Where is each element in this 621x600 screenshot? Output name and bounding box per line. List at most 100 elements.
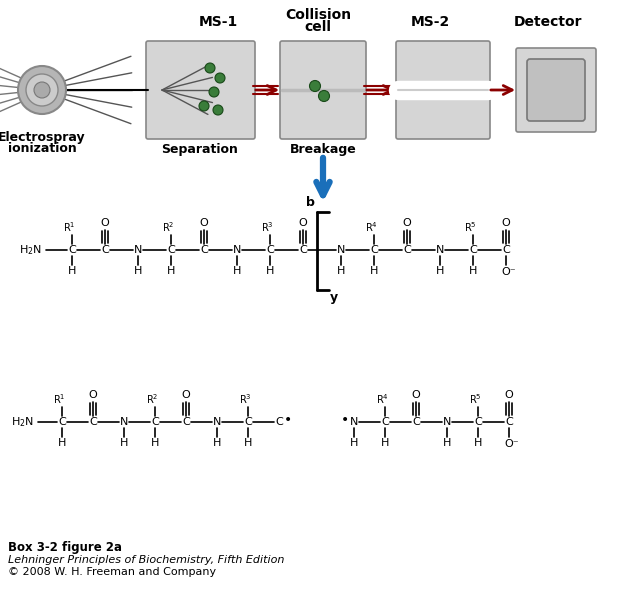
Text: O⁻: O⁻ [502,267,516,277]
Circle shape [199,101,209,111]
Text: MS-2: MS-2 [410,15,450,29]
Text: H: H [381,438,389,448]
Text: O: O [199,218,209,228]
Text: N: N [436,245,444,255]
Text: C: C [370,245,378,255]
Circle shape [215,73,225,83]
Text: Electrospray: Electrospray [0,131,86,145]
Text: H: H [266,266,274,276]
Text: H: H [213,438,221,448]
Text: C: C [474,417,482,427]
Text: H: H [167,266,175,276]
Text: cell: cell [304,20,332,34]
Text: C: C [412,417,420,427]
Text: Breakage: Breakage [289,143,356,157]
Text: H: H [469,266,477,276]
Text: H: H [151,438,159,448]
Text: H: H [233,266,241,276]
Text: R$^1$: R$^1$ [63,220,75,234]
Text: R$^4$: R$^4$ [365,220,378,234]
Text: C: C [200,245,208,255]
Circle shape [213,105,223,115]
Text: O: O [89,390,97,400]
Circle shape [34,82,50,98]
Text: Detector: Detector [514,15,582,29]
Text: N: N [120,417,128,427]
Text: N: N [213,417,221,427]
Text: Box 3-2 figure 2a: Box 3-2 figure 2a [8,541,122,554]
Text: C: C [101,245,109,255]
Text: R$^5$: R$^5$ [469,392,481,406]
Text: C: C [244,417,252,427]
Text: C: C [167,245,175,255]
Text: O: O [502,218,510,228]
FancyBboxPatch shape [516,48,596,132]
Text: C: C [505,417,513,427]
Text: N: N [134,245,142,255]
Text: O: O [412,390,420,400]
Text: ionization: ionization [7,142,76,155]
Text: H: H [58,438,66,448]
Text: R$^5$: R$^5$ [464,220,476,234]
Text: O: O [101,218,109,228]
Text: Collision: Collision [285,8,351,22]
Text: H: H [443,438,451,448]
FancyBboxPatch shape [527,59,585,121]
Text: R$^1$: R$^1$ [53,392,65,406]
Text: N: N [233,245,241,255]
FancyBboxPatch shape [280,41,366,139]
Text: O: O [181,390,191,400]
Text: Lehninger Principles of Biochemistry, Fifth Edition: Lehninger Principles of Biochemistry, Fi… [8,555,284,565]
Text: C: C [182,417,190,427]
Text: y: y [330,290,338,304]
Text: C: C [299,245,307,255]
Circle shape [209,87,219,97]
FancyBboxPatch shape [396,41,490,139]
Text: N: N [337,245,345,255]
Text: C: C [403,245,411,255]
Text: C: C [469,245,477,255]
Text: C: C [502,245,510,255]
Text: b: b [306,196,314,209]
Text: © 2008 W. H. Freeman and Company: © 2008 W. H. Freeman and Company [8,567,216,577]
Text: N: N [443,417,451,427]
Text: H: H [474,438,482,448]
Text: N: N [350,417,358,427]
Text: C: C [151,417,159,427]
Text: R$^3$: R$^3$ [238,392,252,406]
Circle shape [18,66,66,114]
Text: R$^2$: R$^2$ [146,392,158,406]
Text: C: C [89,417,97,427]
Text: Separation: Separation [161,143,238,157]
Text: R$^2$: R$^2$ [162,220,175,234]
Text: O: O [402,218,411,228]
Text: O: O [299,218,307,228]
Circle shape [319,91,330,101]
Text: H: H [436,266,444,276]
Circle shape [26,74,58,106]
Text: •: • [341,413,349,427]
Text: C: C [68,245,76,255]
Text: R$^3$: R$^3$ [261,220,273,234]
Circle shape [205,63,215,73]
Text: •: • [284,413,292,427]
Text: H: H [350,438,358,448]
Text: H: H [68,266,76,276]
Text: C: C [275,417,283,427]
Text: H$_2$N: H$_2$N [11,415,34,429]
Text: H: H [120,438,128,448]
Text: H: H [244,438,252,448]
Text: C: C [266,245,274,255]
Text: C: C [381,417,389,427]
Text: H: H [370,266,378,276]
Text: O⁻: O⁻ [505,439,519,449]
Text: MS-1: MS-1 [198,15,238,29]
Text: H: H [134,266,142,276]
Text: O: O [505,390,514,400]
Circle shape [309,80,320,91]
FancyBboxPatch shape [146,41,255,139]
Text: R$^4$: R$^4$ [376,392,388,406]
Text: H$_2$N: H$_2$N [19,243,42,257]
Text: C: C [58,417,66,427]
Text: H: H [337,266,345,276]
